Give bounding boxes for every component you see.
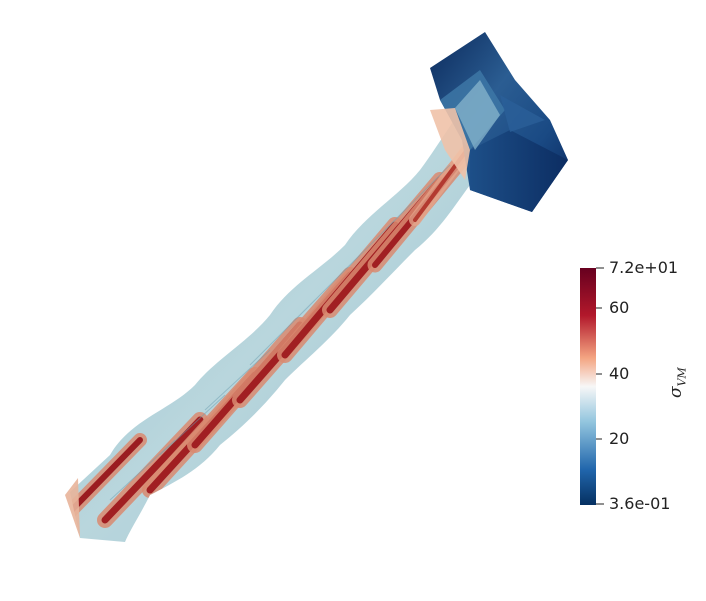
colorbar-tick-label: 40 [609, 364, 630, 383]
colorbar-title: σVM [666, 367, 688, 398]
colorbar-title-subscript: VM [675, 367, 689, 387]
colorbar-ticks [596, 267, 604, 505]
colorbar-max-label: 7.2e+01 [609, 258, 679, 277]
colorbar-min-label: 3.6e-01 [609, 494, 671, 513]
colorbar-tick-label: 20 [609, 429, 630, 448]
colorbar-tick-label: 60 [609, 298, 630, 317]
bolt-shaft [65, 112, 478, 542]
colorbar-gradient [580, 268, 596, 505]
bolt-head [430, 32, 568, 212]
colorbar-title-symbol: σ [666, 386, 686, 398]
